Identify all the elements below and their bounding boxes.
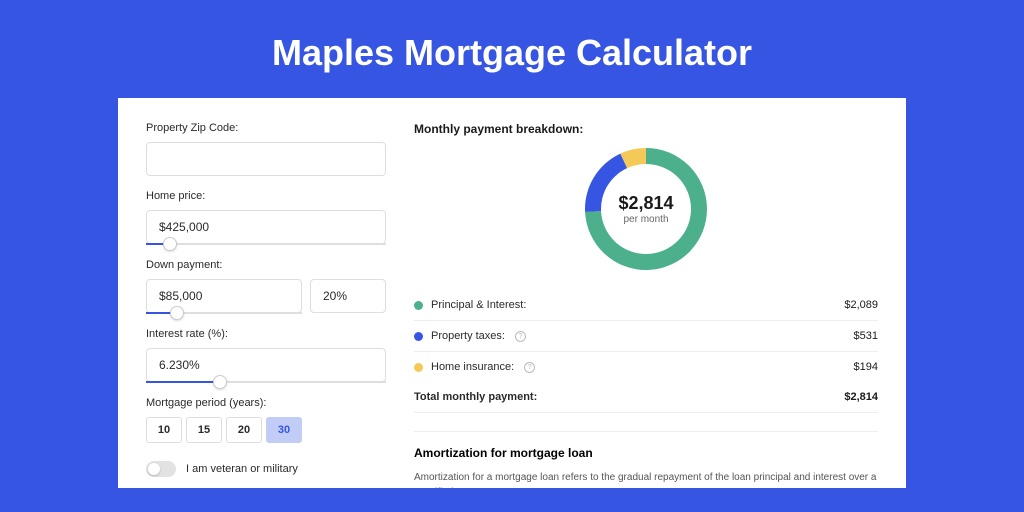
info-icon[interactable]: ? bbox=[515, 331, 526, 342]
down-payment-label: Down payment: bbox=[146, 259, 386, 271]
legend-row-1: Property taxes:? $531 bbox=[414, 321, 878, 352]
home-price-label: Home price: bbox=[146, 190, 386, 202]
home-price-field: Home price: bbox=[146, 190, 386, 245]
period-btn-20[interactable]: 20 bbox=[226, 417, 262, 443]
interest-input[interactable] bbox=[146, 348, 386, 382]
zip-input[interactable] bbox=[146, 142, 386, 176]
home-price-slider[interactable] bbox=[146, 243, 386, 245]
legend-value: $2,089 bbox=[844, 299, 878, 311]
period-btn-15[interactable]: 15 bbox=[186, 417, 222, 443]
breakdown-panel: Monthly payment breakdown: $2,814 per mo… bbox=[414, 122, 878, 488]
amortization-text: Amortization for a mortgage loan refers … bbox=[414, 470, 878, 488]
legend-value: $531 bbox=[854, 330, 878, 342]
total-value: $2,814 bbox=[844, 391, 878, 403]
form-panel: Property Zip Code: Home price: Down paym… bbox=[146, 122, 386, 488]
legend-label: Home insurance: bbox=[431, 361, 514, 373]
zip-field: Property Zip Code: bbox=[146, 122, 386, 176]
legend-row-2: Home insurance:? $194 bbox=[414, 352, 878, 382]
legend-dot bbox=[414, 332, 423, 341]
breakdown-title: Monthly payment breakdown: bbox=[414, 122, 878, 136]
veteran-row: I am veteran or military bbox=[146, 461, 386, 477]
down-payment-field: Down payment: bbox=[146, 259, 386, 314]
interest-label: Interest rate (%): bbox=[146, 328, 386, 340]
total-label: Total monthly payment: bbox=[414, 391, 537, 403]
info-icon[interactable]: ? bbox=[524, 362, 535, 373]
donut-amount: $2,814 bbox=[618, 193, 673, 214]
legend-label: Property taxes: bbox=[431, 330, 505, 342]
donut-sub: per month bbox=[623, 214, 668, 225]
legend-label: Principal & Interest: bbox=[431, 299, 526, 311]
page-title: Maples Mortgage Calculator bbox=[0, 0, 1024, 98]
veteran-label: I am veteran or military bbox=[186, 463, 298, 475]
down-payment-slider[interactable] bbox=[146, 312, 302, 314]
period-field: Mortgage period (years): 10152030 bbox=[146, 397, 386, 443]
legend-value: $194 bbox=[854, 361, 878, 373]
amortization-section: Amortization for mortgage loan Amortizat… bbox=[414, 431, 878, 488]
veteran-toggle[interactable] bbox=[146, 461, 176, 477]
interest-slider[interactable] bbox=[146, 381, 386, 383]
monthly-payment-donut: $2,814 per month bbox=[585, 148, 707, 270]
total-row: Total monthly payment: $2,814 bbox=[414, 382, 878, 413]
period-options: 10152030 bbox=[146, 417, 386, 443]
period-btn-30[interactable]: 30 bbox=[266, 417, 302, 443]
home-price-input[interactable] bbox=[146, 210, 386, 244]
down-payment-percent-input[interactable] bbox=[310, 279, 386, 313]
legend-dot bbox=[414, 363, 423, 372]
interest-field: Interest rate (%): bbox=[146, 328, 386, 383]
legend: Principal & Interest: $2,089 Property taxe… bbox=[414, 290, 878, 382]
legend-dot bbox=[414, 301, 423, 310]
amortization-title: Amortization for mortgage loan bbox=[414, 446, 878, 460]
calculator-card: Property Zip Code: Home price: Down paym… bbox=[118, 98, 906, 488]
donut-wrap: $2,814 per month bbox=[414, 148, 878, 270]
period-btn-10[interactable]: 10 bbox=[146, 417, 182, 443]
zip-label: Property Zip Code: bbox=[146, 122, 386, 134]
down-payment-amount-input[interactable] bbox=[146, 279, 302, 313]
legend-row-0: Principal & Interest: $2,089 bbox=[414, 290, 878, 321]
period-label: Mortgage period (years): bbox=[146, 397, 386, 409]
